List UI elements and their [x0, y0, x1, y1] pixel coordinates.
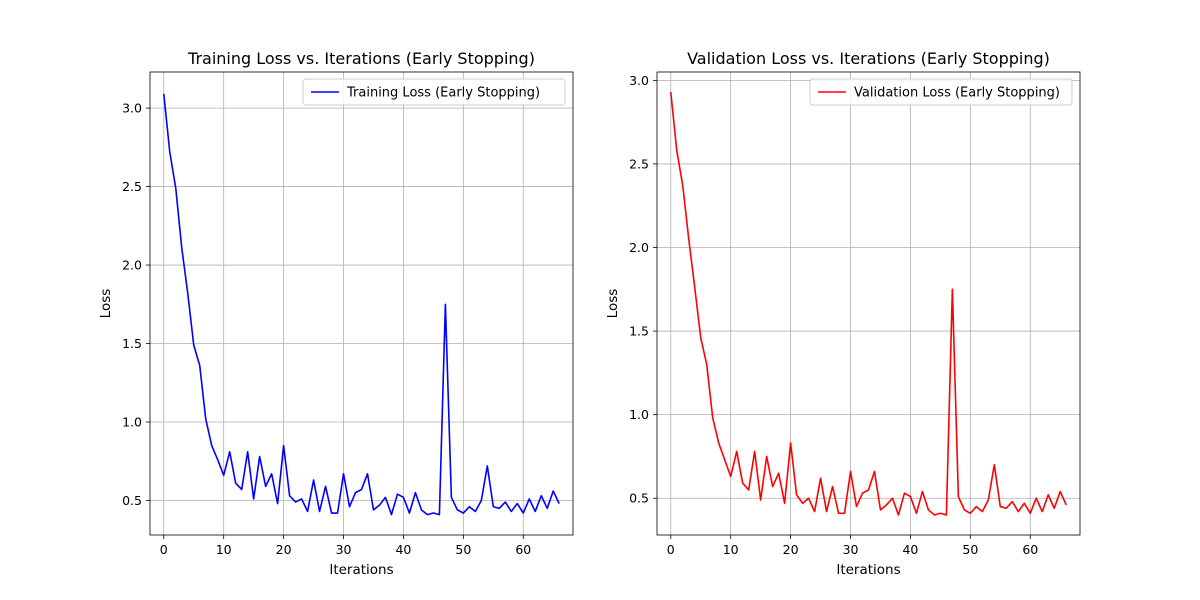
legend: Training Loss (Early Stopping) [302, 78, 566, 106]
y-tick-label: 2.0 [122, 258, 142, 273]
x-tick-label: 20 [276, 542, 292, 557]
legend-label: Validation Loss (Early Stopping) [854, 86, 1060, 101]
legend-label: Training Loss (Early Stopping) [346, 86, 540, 101]
chart-panel-2: 0 10 20 30 40 50 60 0.5 1.0 1.5 2.0 2.5 3.0 Validatio… [605, 49, 1081, 578]
y-axis-label: Loss [605, 289, 621, 319]
y-tick-label: 2.5 [629, 156, 649, 171]
series-line-1 [162, 93, 560, 516]
x-tick-label: 50 [962, 542, 978, 557]
x-axis-label: Iterations [329, 562, 393, 578]
x-tick-label: 10 [216, 542, 232, 557]
y-tick-label: 0.5 [122, 493, 142, 508]
x-tick-label: 40 [395, 542, 411, 557]
y-axis-label: Loss [98, 289, 114, 319]
x-tick-label: 20 [783, 542, 799, 557]
x-tick-label: 60 [515, 542, 531, 557]
y-tick-label: 3.0 [629, 73, 649, 88]
y-tick-label: 2.5 [122, 179, 142, 194]
y-tick-label: 3.0 [122, 101, 142, 116]
x-tick-label: 0 [667, 542, 675, 557]
chart-title: Validation Loss vs. Iterations (Early St… [687, 49, 1050, 68]
x-tick-label: 30 [336, 542, 352, 557]
chart-title: Training Loss vs. Iterations (Early Stop… [187, 49, 535, 68]
x-tick-label: 40 [902, 542, 918, 557]
series-line-1 [669, 91, 1067, 516]
x-tick-label: 50 [455, 542, 471, 557]
legend-box [302, 78, 566, 106]
x-tick-label: 10 [723, 542, 739, 557]
x-tick-label: 60 [1022, 542, 1038, 557]
y-tick-label: 1.5 [629, 324, 649, 339]
legend-box [809, 78, 1073, 106]
x-tick-label: 30 [843, 542, 859, 557]
y-tick-label: 1.5 [122, 336, 142, 351]
x-axis-label: Iterations [836, 562, 900, 578]
y-tick-label: 1.0 [122, 414, 142, 429]
axes-frame [656, 71, 1081, 536]
legend: Validation Loss (Early Stopping) [809, 78, 1073, 106]
axes-frame [149, 71, 574, 536]
y-tick-label: 1.0 [629, 407, 649, 422]
x-tick-label: 0 [160, 542, 168, 557]
chart-panel-1: 0 10 20 30 40 50 60 0.5 1.0 1.5 2.0 2.5 3.0 Training … [98, 49, 574, 578]
y-tick-label: 2.0 [629, 240, 649, 255]
y-tick-label: 0.5 [629, 491, 649, 506]
